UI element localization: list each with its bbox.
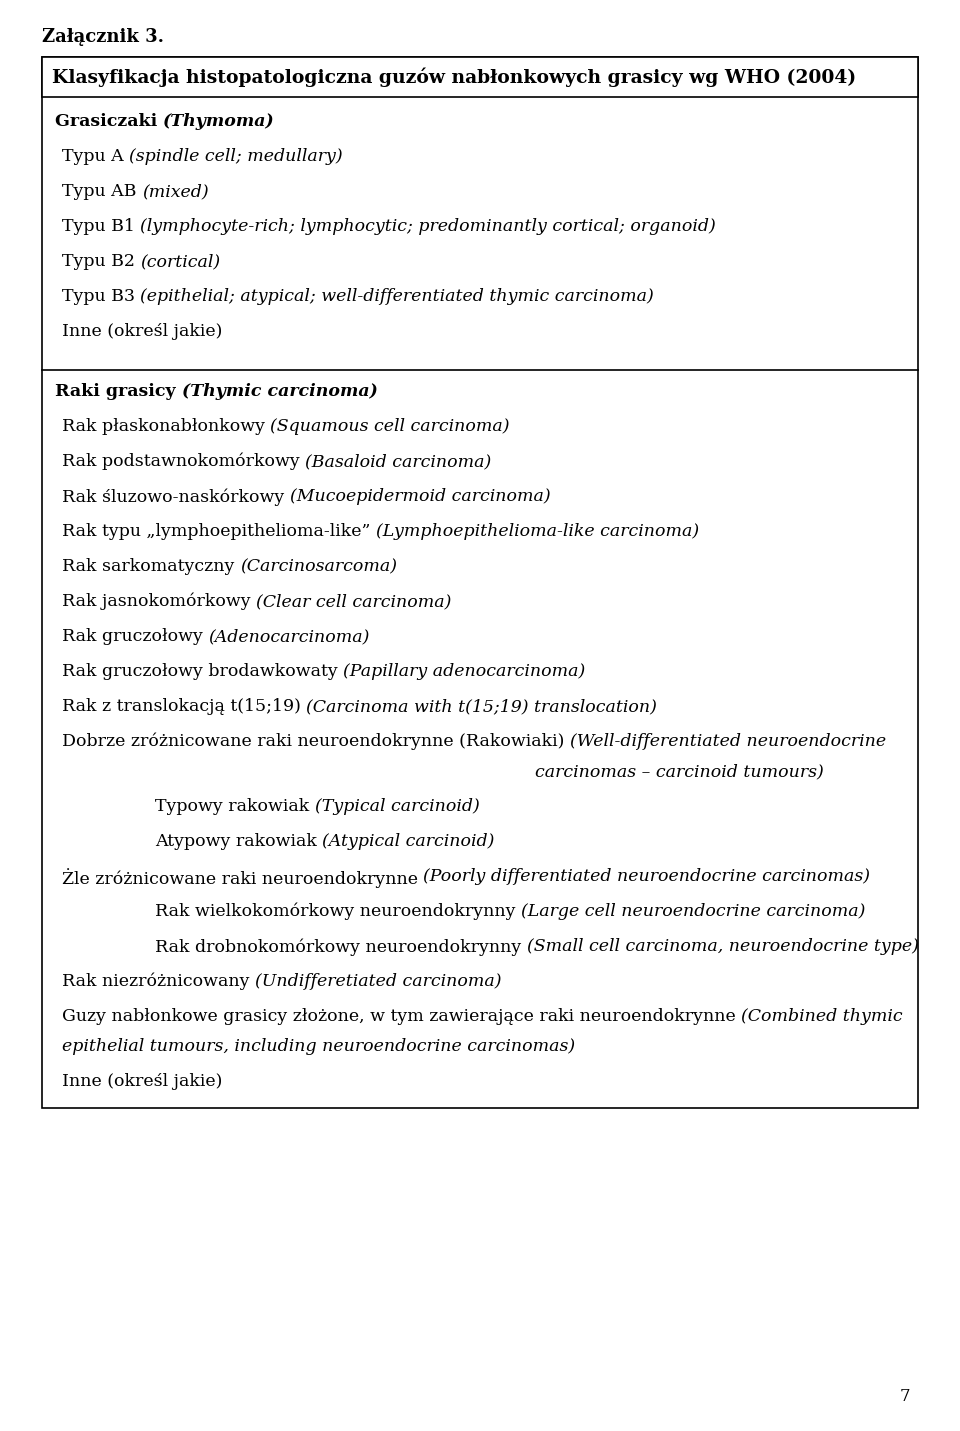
Text: Atypowy rakowiak: Atypowy rakowiak [155, 833, 323, 850]
Text: (Lymphoepithelioma-like carcinoma): (Lymphoepithelioma-like carcinoma) [376, 522, 699, 539]
Text: (Undifferetiated carcinoma): (Undifferetiated carcinoma) [255, 973, 501, 990]
Text: Rak gruczołowy: Rak gruczołowy [62, 628, 208, 645]
Bar [42, 57, 918, 1108]
Text: Typu B1: Typu B1 [62, 218, 140, 235]
Text: Rak niezróżnicowany: Rak niezróżnicowany [62, 973, 255, 990]
Text: (Carcinosarcoma): (Carcinosarcoma) [240, 558, 396, 575]
Text: Inne (określ jakie): Inne (określ jakie) [62, 1073, 223, 1090]
Text: Rak wielkokomórkowy neuroendokrynny: Rak wielkokomórkowy neuroendokrynny [155, 903, 521, 920]
Text: (Typical carcinoid): (Typical carcinoid) [315, 798, 479, 816]
Text: Raki grasicy: Raki grasicy [55, 384, 181, 401]
Bar [42, 57, 918, 97]
Text: Załącznik 3.: Załącznik 3. [42, 29, 164, 46]
Text: (mixed): (mixed) [142, 183, 208, 200]
Text: (Thymoma): (Thymoma) [163, 113, 275, 130]
Text: carcinomas – carcinoid tumours): carcinomas – carcinoid tumours) [535, 763, 824, 780]
Text: (cortical): (cortical) [140, 253, 221, 270]
Text: Rak podstawnokomórkowy: Rak podstawnokomórkowy [62, 454, 305, 471]
Text: (Squamous cell carcinoma): (Squamous cell carcinoma) [271, 418, 510, 435]
Text: Dobrze zróżnicowane raki neuroendokrynne (Rakowiaki): Dobrze zróżnicowane raki neuroendokrynne… [62, 733, 570, 750]
Text: epithelial tumours, including neuroendocrine carcinomas): epithelial tumours, including neuroendoc… [62, 1037, 575, 1055]
Text: (Clear cell carcinoma): (Clear cell carcinoma) [256, 592, 451, 610]
Text: (Thymic carcinoma): (Thymic carcinoma) [181, 384, 377, 401]
Text: Typu AB: Typu AB [62, 183, 142, 200]
Text: (Mucoepidermoid carcinoma): (Mucoepidermoid carcinoma) [290, 488, 550, 505]
Text: (lymphocyte-rich; lymphocytic; predominantly cortical; organoid): (lymphocyte-rich; lymphocytic; predomina… [140, 218, 716, 235]
Text: Typu B3: Typu B3 [62, 288, 140, 305]
Text: (Papillary adenocarcinoma): (Papillary adenocarcinoma) [344, 663, 586, 680]
Text: Typu A: Typu A [62, 147, 130, 165]
Text: 7: 7 [900, 1388, 910, 1405]
Text: Grasiczaki: Grasiczaki [55, 113, 163, 130]
Text: Rak gruczołowy brodawkowaty: Rak gruczołowy brodawkowaty [62, 663, 344, 680]
Text: (Carcinoma with t(15;19) translocation): (Carcinoma with t(15;19) translocation) [306, 698, 658, 716]
Text: (Basaloid carcinoma): (Basaloid carcinoma) [305, 454, 492, 469]
Text: (Poorly differentiated neuroendocrine carcinomas): (Poorly differentiated neuroendocrine ca… [423, 869, 871, 884]
Text: Klasyfikacja histopatologiczna guzów nabłonkowych grasicy wg WHO (2004): Klasyfikacja histopatologiczna guzów nab… [52, 67, 856, 87]
Text: Guzy nabłonkowe grasicy złożone, w tym zawierające raki neuroendokrynne: Guzy nabłonkowe grasicy złożone, w tym z… [62, 1007, 741, 1025]
Text: Rak płaskonabłonkowy: Rak płaskonabłonkowy [62, 418, 271, 435]
Text: (epithelial; atypical; well-differentiated thymic carcinoma): (epithelial; atypical; well-differentiat… [140, 288, 655, 305]
Text: (Well-differentiated neuroendocrine: (Well-differentiated neuroendocrine [570, 733, 886, 750]
Text: (Small cell carcinoma, neuroendocrine type): (Small cell carcinoma, neuroendocrine ty… [527, 937, 919, 954]
Text: Typu B2: Typu B2 [62, 253, 140, 270]
Text: Typowy rakowiak: Typowy rakowiak [155, 798, 315, 816]
Text: (Adenocarcinoma): (Adenocarcinoma) [208, 628, 370, 645]
Text: Inne (określ jakie): Inne (określ jakie) [62, 323, 223, 341]
Text: Rak jasnokomórkowy: Rak jasnokomórkowy [62, 592, 256, 611]
Text: Rak śluzowo-naskórkowy: Rak śluzowo-naskórkowy [62, 488, 290, 505]
Text: Rak z translokacją t(15;19): Rak z translokacją t(15;19) [62, 698, 306, 716]
Text: Rak sarkomatyczny: Rak sarkomatyczny [62, 558, 240, 575]
Text: (spindle cell; medullary): (spindle cell; medullary) [130, 147, 343, 165]
Text: Rak drobnokomórkowy neuroendokrynny: Rak drobnokomórkowy neuroendokrynny [155, 937, 527, 956]
Text: (Large cell neuroendocrine carcinoma): (Large cell neuroendocrine carcinoma) [521, 903, 865, 920]
Text: Rak typu „lymphoepithelioma-like”: Rak typu „lymphoepithelioma-like” [62, 522, 376, 539]
Text: Żle zróżnicowane raki neuroendokrynne: Żle zróżnicowane raki neuroendokrynne [62, 869, 423, 887]
Text: (Atypical carcinoid): (Atypical carcinoid) [323, 833, 494, 850]
Text: (Combined thymic: (Combined thymic [741, 1007, 902, 1025]
